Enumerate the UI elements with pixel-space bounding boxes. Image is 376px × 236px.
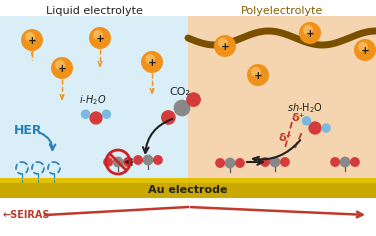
Circle shape	[321, 123, 331, 133]
Circle shape	[280, 157, 290, 167]
Text: +: +	[148, 58, 156, 68]
Circle shape	[354, 39, 376, 61]
Circle shape	[303, 25, 313, 35]
Text: CO₂: CO₂	[170, 87, 191, 97]
Circle shape	[299, 22, 321, 44]
Circle shape	[25, 32, 35, 42]
Circle shape	[358, 42, 368, 52]
Circle shape	[218, 38, 228, 48]
Text: HER: HER	[14, 123, 42, 136]
Text: +: +	[306, 29, 314, 39]
Text: +: +	[221, 42, 229, 52]
Circle shape	[340, 157, 350, 167]
Circle shape	[224, 158, 235, 169]
Text: +: +	[254, 71, 262, 81]
Text: δ⁺: δ⁺	[291, 113, 305, 123]
Circle shape	[251, 67, 261, 77]
Text: +: +	[58, 64, 67, 74]
Text: Liquid electrolyte: Liquid electrolyte	[45, 6, 143, 16]
Text: $i$-H$_2$O: $i$-H$_2$O	[79, 93, 107, 107]
Text: Au electrode: Au electrode	[148, 185, 228, 195]
Circle shape	[153, 155, 163, 165]
Circle shape	[51, 57, 73, 79]
Circle shape	[141, 51, 163, 73]
Circle shape	[145, 54, 155, 64]
Circle shape	[186, 92, 201, 107]
Circle shape	[133, 155, 143, 165]
Text: δ⁻: δ⁻	[278, 133, 292, 143]
Circle shape	[174, 100, 190, 116]
Circle shape	[89, 27, 111, 49]
Circle shape	[102, 110, 111, 119]
Bar	[0, 16, 188, 178]
Circle shape	[214, 35, 236, 57]
Bar	[0, 178, 376, 183]
Text: +: +	[27, 36, 36, 46]
Circle shape	[270, 157, 280, 167]
Circle shape	[123, 157, 133, 167]
Text: Polyelectrolyte: Polyelectrolyte	[241, 6, 323, 16]
Circle shape	[350, 157, 360, 167]
Circle shape	[21, 29, 43, 51]
Circle shape	[93, 30, 103, 40]
Circle shape	[81, 110, 90, 119]
Circle shape	[260, 157, 270, 167]
Bar	[0, 198, 376, 236]
Text: ←SEIRAS: ←SEIRAS	[3, 210, 50, 220]
Circle shape	[308, 121, 321, 135]
Circle shape	[330, 157, 340, 167]
Text: +: +	[361, 46, 369, 56]
Circle shape	[89, 111, 103, 125]
Circle shape	[112, 157, 123, 167]
Text: $sh$-H$_2$O: $sh$-H$_2$O	[287, 101, 323, 115]
Circle shape	[103, 157, 113, 167]
Circle shape	[302, 116, 311, 126]
Circle shape	[143, 155, 153, 165]
Circle shape	[161, 110, 176, 125]
Bar	[0, 178, 376, 198]
Text: +: +	[96, 34, 105, 44]
Circle shape	[55, 60, 65, 70]
Bar	[188, 16, 376, 178]
Circle shape	[247, 64, 269, 86]
Circle shape	[235, 158, 245, 168]
Circle shape	[215, 158, 225, 168]
